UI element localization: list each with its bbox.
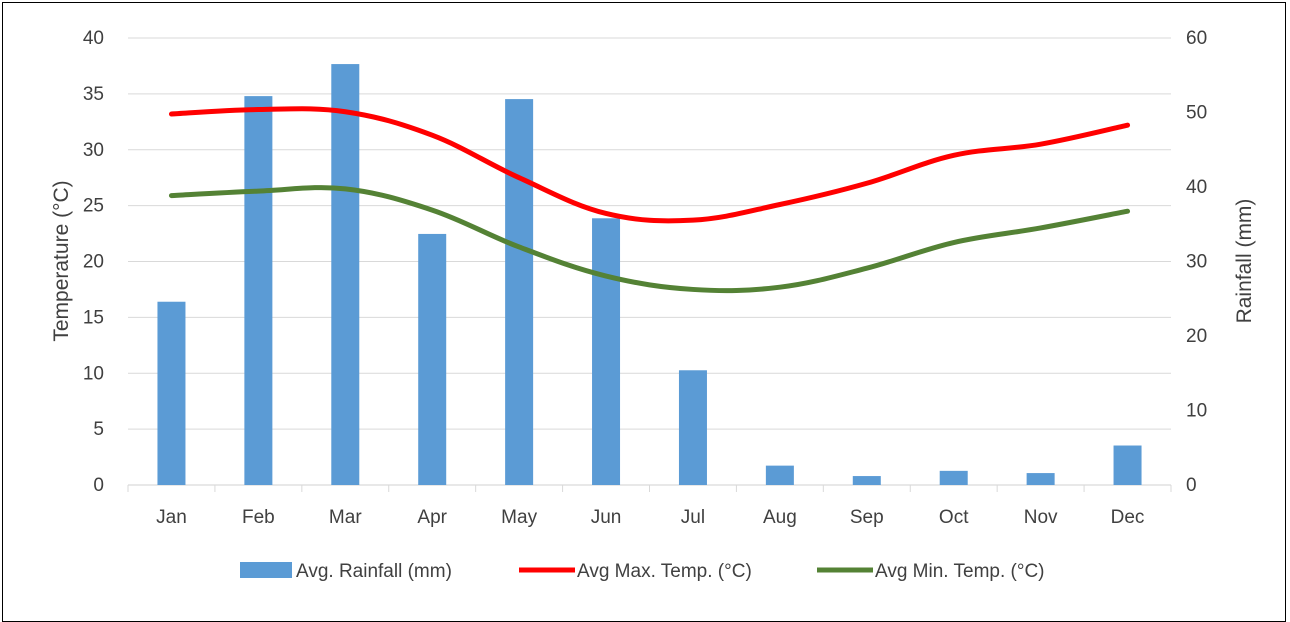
rainfall-bars: [157, 64, 1142, 486]
rainfall-bar: [1026, 473, 1055, 485]
legend: Avg. Rainfall (mm) Avg Max. Temp. (°C) Avg…: [240, 561, 1045, 582]
x-tick-label: May: [501, 507, 537, 528]
y-left-tick-label: 10: [83, 363, 104, 384]
legend-item: Avg Max. Temp. (°C): [519, 561, 752, 582]
legend-label: Avg Max. Temp. (°C): [577, 561, 752, 582]
y-right-tick-label: 60: [1186, 28, 1207, 49]
rainfall-bar: [331, 64, 360, 485]
y-left-tick-label: 20: [83, 252, 104, 273]
y-left-tick-label: 40: [83, 28, 104, 49]
rainfall-bar: [765, 465, 794, 485]
rainfall-bar: [592, 218, 621, 486]
rainfall-bar: [418, 233, 447, 485]
rainfall-bar: [157, 301, 186, 485]
y-left-tick-label: 25: [83, 196, 104, 217]
y-right-tick-label: 20: [1186, 326, 1207, 347]
temperature-lines: [168, 106, 1131, 294]
rainfall-bar: [505, 99, 534, 485]
legend-item: Avg. Rainfall (mm): [240, 561, 452, 582]
x-axis: Jan Feb Mar Apr May Jun Jul Aug Sep Oct Nov Dec: [127, 485, 1172, 528]
max-temp-line: [168, 106, 1131, 224]
y-left-tick-label: 5: [93, 419, 104, 440]
x-tick-label: Oct: [939, 507, 969, 528]
y-axis-left: 0 5 10 15 20 25 30 35 40: [83, 28, 104, 496]
rainfall-bar: [244, 96, 273, 486]
x-tick-label: Jul: [681, 507, 705, 528]
legend-label: Avg. Rainfall (mm): [296, 561, 452, 582]
legend-item: Avg Min. Temp. (°C): [817, 561, 1045, 582]
y-left-tick-label: 35: [83, 84, 104, 105]
y-axis-right: 0 10 20 30 40 50 60: [1186, 28, 1207, 496]
y-right-tick-label: 10: [1186, 401, 1207, 422]
y-axis-right-title: Rainfall (mm): [1233, 199, 1256, 324]
x-tick-label: Aug: [763, 507, 797, 528]
combo-chart: Jan Feb Mar Apr May Jun Jul Aug Sep Oct Nov Dec 0 5 1…: [50, 28, 1256, 582]
x-tick-label: Jan: [156, 507, 187, 528]
rainfall-bar: [1113, 445, 1142, 485]
y-left-tick-label: 15: [83, 307, 104, 328]
min-temp-line: [168, 185, 1131, 294]
y-left-tick-label: 30: [83, 140, 104, 161]
legend-label: Avg Min. Temp. (°C): [875, 561, 1045, 582]
rainfall-bar: [852, 476, 881, 485]
x-tick-label: Sep: [850, 507, 884, 528]
x-tick-label: Apr: [417, 507, 447, 528]
rainfall-bar: [678, 370, 707, 485]
y-right-tick-label: 50: [1186, 103, 1207, 124]
legend-swatch-bar: [240, 562, 292, 578]
y-right-tick-label: 40: [1186, 177, 1207, 198]
x-tick-label: Jun: [591, 507, 622, 528]
y-axis-left-title: Temperature (°C): [50, 180, 73, 341]
rainfall-bar: [939, 470, 968, 485]
y-left-tick-label: 0: [93, 475, 104, 496]
x-tick-label: Feb: [242, 507, 275, 528]
x-tick-label: Mar: [329, 507, 362, 528]
gridlines: [128, 37, 1171, 486]
y-right-tick-label: 30: [1186, 252, 1207, 273]
x-tick-label: Dec: [1111, 507, 1145, 528]
x-tick-label: Nov: [1024, 507, 1058, 528]
y-right-tick-label: 0: [1186, 475, 1197, 496]
